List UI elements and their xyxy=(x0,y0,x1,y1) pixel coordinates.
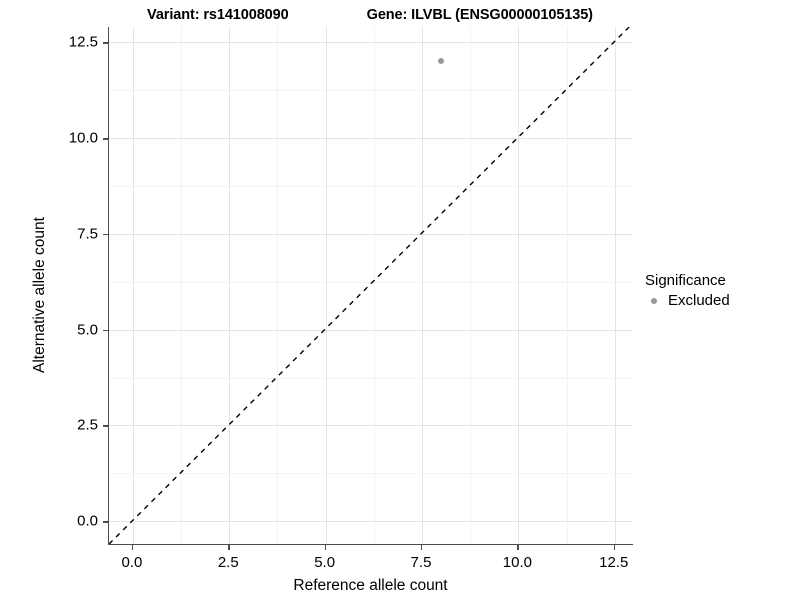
x-tick-label: 7.5 xyxy=(410,554,432,571)
gridline-minor-v xyxy=(566,27,568,544)
gridline-minor-v xyxy=(373,27,375,544)
y-tick-label: 0.0 xyxy=(77,512,98,530)
x-tick-mark xyxy=(228,545,230,550)
gridline-major-h xyxy=(109,233,633,235)
gridline-minor-v xyxy=(181,27,183,544)
gridline-major-v xyxy=(614,27,616,544)
x-tick-label: 10.0 xyxy=(502,554,532,571)
gridline-minor-h xyxy=(109,473,633,475)
legend: Significance Excluded xyxy=(645,272,795,309)
data-point[interactable] xyxy=(438,58,445,65)
gridline-minor-v xyxy=(470,27,472,544)
y-tick-label: 7.5 xyxy=(77,225,98,243)
y-tick-mark xyxy=(103,138,108,140)
x-tick-mark xyxy=(420,545,423,550)
plot-panel xyxy=(108,27,633,545)
gridline-major-h xyxy=(109,521,633,523)
gridline-minor-h xyxy=(109,281,633,283)
gridline-minor-h xyxy=(109,377,633,379)
y-tick-mark xyxy=(103,521,108,523)
gridline-major-h xyxy=(109,138,633,140)
identity-line xyxy=(109,27,630,544)
legend-items: Excluded xyxy=(645,292,795,309)
y-tick-mark xyxy=(103,425,108,427)
gridline-major-v xyxy=(229,27,231,544)
legend-item-label: Excluded xyxy=(668,292,730,309)
x-tick-label: 5.0 xyxy=(314,554,336,571)
legend-title: Significance xyxy=(645,272,726,289)
x-tick-label: 0.0 xyxy=(121,554,143,571)
y-tick-label: 12.5 xyxy=(68,33,98,51)
gridline-major-h xyxy=(109,329,633,331)
x-tick-mark xyxy=(324,545,327,550)
legend-key xyxy=(645,292,662,309)
gridline-minor-h xyxy=(109,186,633,187)
legend-item[interactable]: Excluded xyxy=(645,292,795,309)
x-tick-mark xyxy=(613,545,616,550)
x-tick-mark xyxy=(131,545,134,550)
gridline-major-v xyxy=(325,27,327,544)
x-tick-label: 2.5 xyxy=(217,554,239,571)
y-tick-label: 5.0 xyxy=(77,321,98,339)
gridline-major-v xyxy=(518,27,520,544)
gridline-major-h xyxy=(109,42,633,44)
gridline-major-h xyxy=(109,425,633,427)
identity-reference-line xyxy=(109,27,630,544)
legend-dot-icon xyxy=(650,297,657,304)
x-axis-title: Reference allele count xyxy=(293,577,448,594)
gridline-minor-v xyxy=(277,27,279,544)
gridline-minor-h xyxy=(109,90,633,92)
y-tick-mark xyxy=(103,42,108,44)
gridline-major-v xyxy=(132,27,134,544)
plot-area xyxy=(109,27,633,544)
y-tick-label: 10.0 xyxy=(68,129,98,147)
y-axis-title: Alternative allele count xyxy=(31,217,48,373)
x-tick-label: 12.5 xyxy=(599,554,629,571)
y-tick-mark xyxy=(103,329,108,332)
y-tick-mark xyxy=(103,233,108,236)
plot-title-row: Variant: rs141008090 Gene: ILVBL (ENSG00… xyxy=(108,4,632,26)
y-tick-label: 2.5 xyxy=(77,416,98,434)
x-tick-mark xyxy=(517,545,519,550)
gridline-major-v xyxy=(421,27,423,544)
variant-title: Variant: rs141008090 xyxy=(147,7,289,23)
gene-title: Gene: ILVBL (ENSG00000105135) xyxy=(366,7,593,23)
